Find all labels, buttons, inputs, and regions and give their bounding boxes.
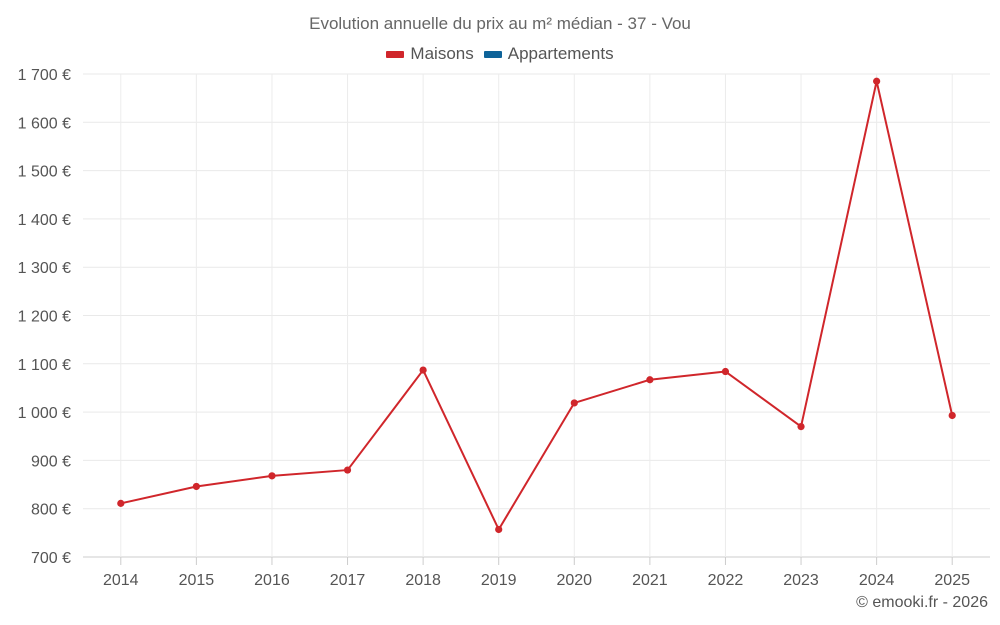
y-tick-label: 1 600 € — [18, 115, 71, 132]
credit-text: © emooki.fr - 2026 — [856, 594, 988, 611]
x-tick-label: 2014 — [103, 572, 139, 589]
data-point — [646, 376, 654, 384]
data-point — [495, 525, 503, 534]
legend: Maisons Appartements — [0, 44, 1000, 64]
data-point — [948, 411, 956, 420]
y-tick-label: 1 300 € — [18, 260, 71, 277]
y-tick-label: 900 € — [31, 453, 71, 470]
legend-swatch-appartements — [483, 50, 502, 58]
x-tick-label: 2021 — [632, 572, 668, 589]
x-tick-label: 2025 — [934, 572, 970, 589]
y-tick-label: 700 € — [31, 550, 71, 567]
x-tick-label: 2023 — [783, 572, 819, 589]
x-tick-label: 2015 — [179, 572, 215, 589]
legend-item-appartements[interactable]: Appartements — [483, 44, 614, 64]
y-tick-label: 1 100 € — [18, 357, 71, 374]
data-point — [192, 482, 200, 491]
x-tick-label: 2016 — [254, 572, 290, 589]
legend-item-maisons[interactable]: Maisons — [386, 44, 474, 64]
series-line-maisons — [120, 80, 954, 531]
data-point — [117, 499, 125, 507]
y-tick-label: 1 500 € — [18, 164, 71, 181]
x-tick-label: 2019 — [481, 572, 517, 589]
y-tick-label: 1 700 € — [18, 67, 71, 84]
data-point — [419, 366, 427, 374]
y-tick-label: 1 200 € — [18, 309, 71, 326]
data-point — [570, 399, 578, 407]
x-tick-label: 2017 — [330, 572, 366, 589]
data-point — [721, 367, 730, 376]
data-point — [873, 77, 881, 85]
data-point — [268, 472, 276, 480]
x-tick-label: 2020 — [556, 572, 592, 589]
y-tick-label: 1 400 € — [18, 212, 71, 229]
x-tick-label: 2024 — [859, 572, 895, 589]
x-tick-label: 2022 — [708, 572, 744, 589]
y-tick-label: 1 000 € — [18, 405, 71, 422]
data-point — [797, 422, 805, 431]
legend-swatch-maisons — [386, 50, 405, 58]
data-point — [343, 466, 352, 474]
legend-label-maisons: Maisons — [410, 44, 474, 63]
chart-title: Evolution annuelle du prix au m² médian … — [309, 14, 691, 33]
y-tick-label: 800 € — [31, 502, 71, 519]
legend-label-appartements: Appartements — [507, 44, 614, 63]
x-tick-label: 2018 — [405, 572, 441, 589]
